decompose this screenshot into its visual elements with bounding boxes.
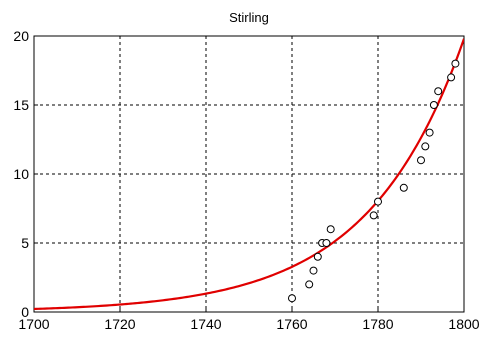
y-tick-label-20: 20 <box>13 28 29 44</box>
data-point <box>451 59 460 68</box>
data-point <box>374 197 382 206</box>
data-point <box>309 266 318 275</box>
data-point <box>421 142 430 151</box>
chart-title: Stirling <box>229 10 269 25</box>
data-point <box>288 294 296 303</box>
y-tick-label-0: 0 <box>21 304 29 320</box>
y-tick-label-10: 10 <box>13 166 29 182</box>
data-point <box>434 87 443 96</box>
data-point <box>305 280 314 289</box>
plot-area <box>34 38 464 311</box>
data-point <box>447 73 456 82</box>
data-point <box>417 156 425 165</box>
fit-curve <box>34 38 464 311</box>
data-point <box>399 183 408 192</box>
data-point <box>425 128 434 137</box>
x-tick-label-1760: 1760 <box>276 316 307 332</box>
x-tick-label-1740: 1740 <box>190 316 221 332</box>
data-point <box>429 101 438 109</box>
data-point <box>326 225 335 234</box>
x-tick-label-1800: 1800 <box>448 316 479 332</box>
data-point <box>369 211 378 220</box>
tick-labels: 1700 1720 1740 1760 1780 1800 0 5 10 15 20 <box>13 28 479 332</box>
y-tick-label-5: 5 <box>21 235 29 251</box>
y-tick-label-15: 15 <box>13 97 29 113</box>
data-point <box>313 252 322 261</box>
data-point <box>322 239 331 247</box>
x-tick-label-1720: 1720 <box>104 316 135 332</box>
x-tick-label-1700: 1700 <box>18 316 49 332</box>
x-tick-label-1780: 1780 <box>362 316 393 332</box>
